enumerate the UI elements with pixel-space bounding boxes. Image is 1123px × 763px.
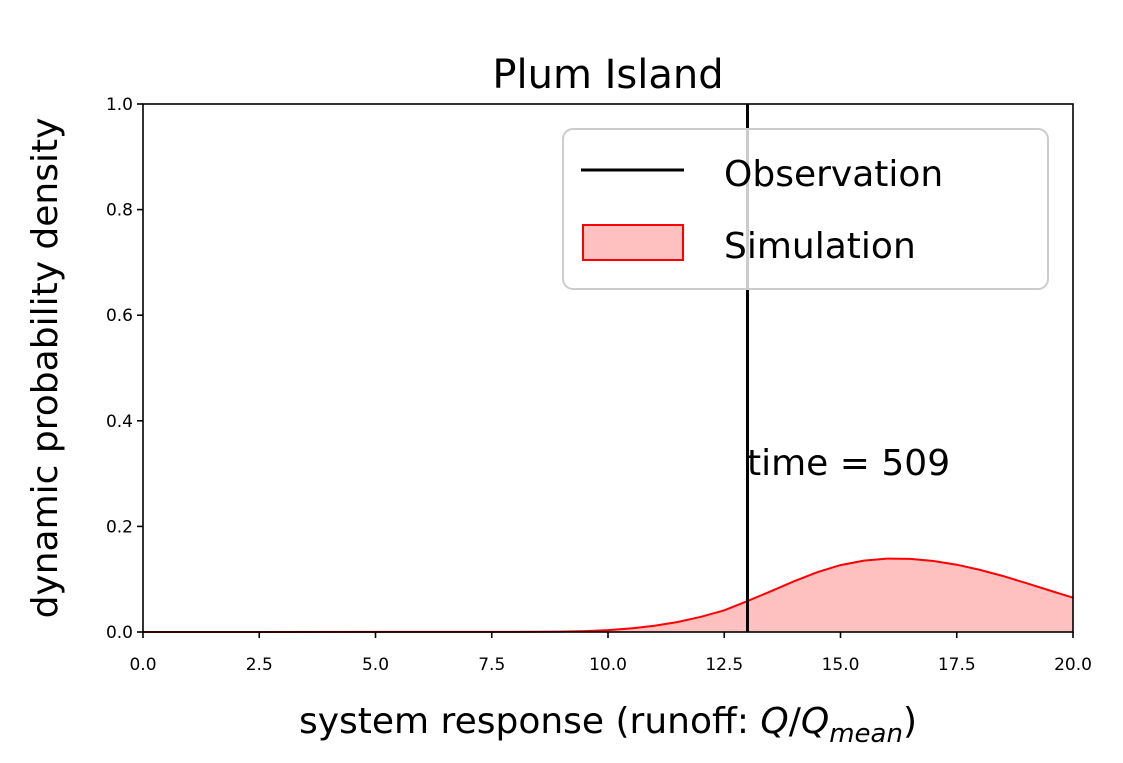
- legend-observation-label: Observation: [724, 154, 943, 195]
- simulation-curve: [142, 557, 1074, 633]
- y-tick-label: 0.0: [106, 623, 133, 643]
- x-tick-label: 2.5: [246, 655, 273, 675]
- x-axis-label-subscript: mean: [829, 719, 903, 749]
- x-axis-label: system response (runoff: Q/Qmean): [299, 701, 917, 749]
- x-tick-label: 7.5: [478, 655, 505, 675]
- x-tick-label: 17.5: [938, 655, 976, 675]
- simulation-area: [143, 558, 1073, 632]
- x-tick-label: 5.0: [362, 655, 389, 675]
- x-tick-label: 10.0: [589, 655, 627, 675]
- legend-simulation-swatch: [582, 224, 684, 261]
- x-tick-label: 0.0: [129, 655, 156, 675]
- x-axis-label-q-mean: Q: [801, 701, 829, 742]
- x-axis-ticks: 0.0 2.5 5.0 7.5 10.0 12.5 15.0 17.5 20.0: [129, 632, 1092, 675]
- y-axis-label: dynamic probability density: [25, 118, 66, 619]
- x-axis-label-prefix: system response (runoff:: [299, 701, 760, 742]
- y-tick-label: 0.6: [106, 306, 133, 326]
- series-layer: [142, 557, 1074, 633]
- legend-simulation-label: Simulation: [724, 226, 916, 267]
- x-axis-label-q: Q: [760, 701, 788, 742]
- x-axis-label-suffix: ): [903, 701, 917, 742]
- y-axis-ticks: 0.0 0.2 0.4 0.6 0.8 1.0: [106, 95, 143, 643]
- y-tick-label: 0.2: [106, 517, 133, 537]
- y-tick-label: 0.8: [106, 201, 133, 221]
- y-tick-label: 1.0: [106, 95, 133, 115]
- legend: Observation Simulation: [562, 128, 1049, 290]
- x-tick-label: 15.0: [822, 655, 860, 675]
- time-annotation: time = 509: [747, 443, 950, 484]
- chart-title: Plum Island: [492, 52, 723, 98]
- x-axis-label-slash: /: [789, 701, 802, 742]
- legend-box: [562, 128, 1049, 290]
- y-tick-label: 0.4: [106, 412, 133, 432]
- x-tick-label: 20.0: [1054, 655, 1092, 675]
- x-tick-label: 12.5: [705, 655, 743, 675]
